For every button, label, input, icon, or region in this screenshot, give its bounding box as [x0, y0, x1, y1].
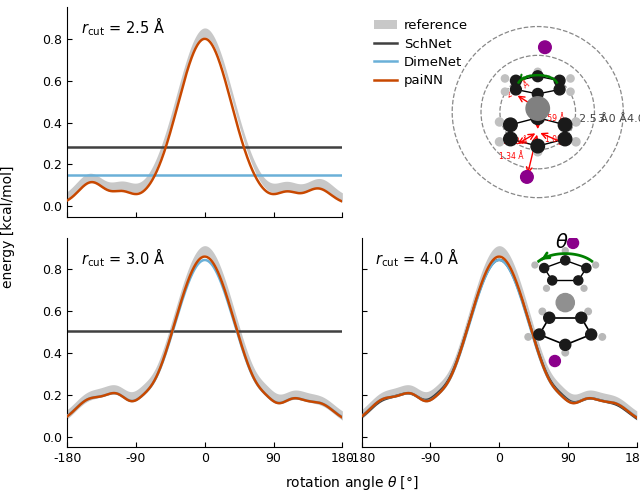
Text: $r_\mathrm{cut}$ = 3.0 Å: $r_\mathrm{cut}$ = 3.0 Å [81, 246, 165, 269]
Text: rotation angle $\theta$ [°]: rotation angle $\theta$ [°] [285, 474, 419, 492]
Text: energy [kcal/mol]: energy [kcal/mol] [1, 166, 15, 288]
Text: $r_\mathrm{cut}$ = 4.0 Å: $r_\mathrm{cut}$ = 4.0 Å [376, 246, 460, 269]
Text: $r_\mathrm{cut}$ = 2.5 Å: $r_\mathrm{cut}$ = 2.5 Å [81, 16, 165, 39]
Legend: reference, SchNet, DimeNet, paiNN: reference, SchNet, DimeNet, paiNN [368, 14, 473, 92]
